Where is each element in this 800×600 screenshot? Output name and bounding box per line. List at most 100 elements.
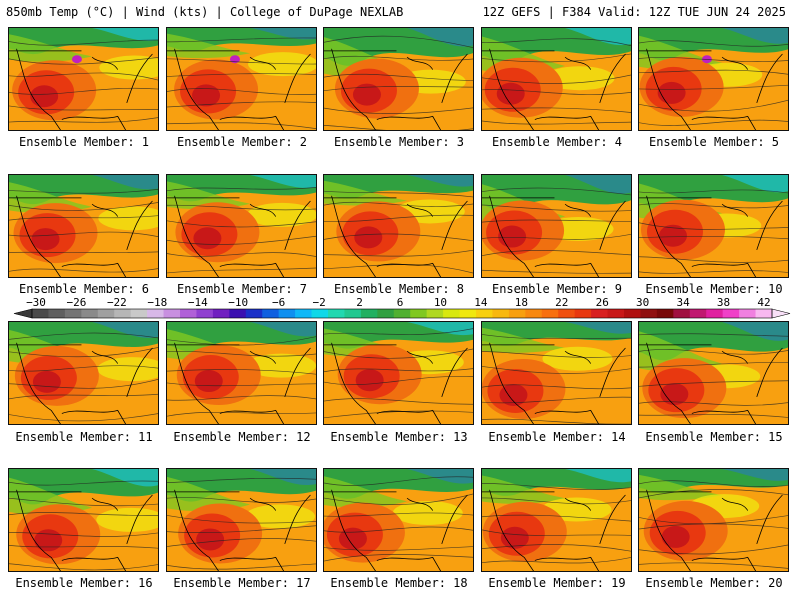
ensemble-panel-14 [481,321,632,425]
panel-label: Ensemble Member: 16 [15,576,153,590]
ensemble-panel-20 [638,468,789,572]
ensemble-panel-6 [8,174,159,278]
color-scale-segment [130,309,148,318]
color-scale-segment [591,309,609,318]
color-scale-bar [13,308,791,319]
color-scale-tick-label: 22 [555,296,569,309]
panel-label: Ensemble Member: 7 [176,282,308,296]
ensemble-panel-9 [481,174,632,278]
ensemble-panel-10 [638,174,789,278]
color-scale-tick-label: 38 [716,296,731,309]
color-scale-segment [492,309,510,318]
color-scale-segment [245,309,263,318]
panel-label: Ensemble Member: 3 [333,135,465,149]
panel-label: Ensemble Member: 15 [645,430,783,444]
color-scale-segment [426,309,444,318]
color-scale-tick-label: 6 [396,296,404,309]
panel-label: Ensemble Member: 12 [173,430,311,444]
color-scale-segment [212,309,230,318]
color-scale-tick-label: 18 [514,296,528,309]
color-scale-segment [97,309,115,318]
temperature-map [324,28,473,130]
ensemble-panel-11 [8,321,159,425]
color-scale-segment [262,309,280,318]
temperature-map [639,322,788,424]
temperature-map [9,28,158,130]
color-scale-tick-label: −26 [66,296,87,309]
panel-label: Ensemble Member: 18 [330,576,468,590]
color-scale-segment [722,309,740,318]
panel-label: Ensemble Member: 14 [488,430,626,444]
color-scale-segment [574,309,592,318]
temperature-map [9,175,158,277]
temperature-map [482,469,631,571]
ensemble-panel-15 [638,321,789,425]
color-scale-segment [508,309,526,318]
color-scale-tick-label: −6 [272,296,286,309]
color-scale-segment [180,309,197,318]
color-scale-min-arrow [13,308,33,319]
color-scale-segment [706,309,724,318]
color-scale-segment [163,309,181,318]
panel-label: Ensemble Member: 10 [645,282,783,296]
temperature-map [9,469,158,571]
color-scale-segment [278,309,296,318]
temperature-map [482,322,631,424]
color-scale-segment [476,309,493,318]
panel-label: Ensemble Member: 8 [333,282,465,296]
color-scale-segment [344,309,362,318]
ensemble-panel-16 [8,468,159,572]
panel-label: Ensemble Member: 20 [645,576,783,590]
color-scale-tick-label: −18 [147,296,168,309]
panel-label: Ensemble Member: 11 [15,430,153,444]
panel-label: Ensemble Member: 19 [488,576,626,590]
ensemble-panel-8 [323,174,474,278]
panel-label: Ensemble Member: 1 [18,135,150,149]
color-scale-segment [558,309,576,318]
temperature-map [482,175,631,277]
color-scale-max-arrow [771,308,791,319]
ensemble-panel-3 [323,27,474,131]
temperature-map [9,322,158,424]
ensemble-panel-19 [481,468,632,572]
temperature-map [639,469,788,571]
color-scale-tick-label: −10 [228,296,249,309]
color-scale-tick-label: 10 [433,296,448,309]
temperature-map [167,175,316,277]
ensemble-panel-7 [166,174,317,278]
color-scale-segment [147,309,165,318]
color-scale-segment [673,309,691,318]
color-scale-segment [640,309,658,318]
color-scale-segment [328,309,345,318]
color-scale-segment [607,309,625,318]
color-scale-tick-label: 26 [595,296,609,309]
color-scale-segment [525,309,543,318]
color-scale-segment [377,309,395,318]
color-scale-segment [295,309,313,318]
temperature-map [639,175,788,277]
color-scale-tick-label: 42 [757,296,771,309]
ensemble-panel-2 [166,27,317,131]
panel-label: Ensemble Member: 17 [173,576,311,590]
panel-label: Ensemble Member: 9 [491,282,623,296]
temperature-map [639,28,788,130]
color-scale-segment [393,309,411,318]
color-scale-segment [64,309,82,318]
color-scale-tick-label: −2 [312,296,326,309]
color-scale-outline [31,308,773,319]
color-scale-segment [739,309,757,318]
ensemble-panel-12 [166,321,317,425]
temperature-map [324,322,473,424]
panel-label: Ensemble Member: 5 [648,135,780,149]
ensemble-panel-17 [166,468,317,572]
temperature-map [482,28,631,130]
color-scale-segment [410,309,428,318]
panel-label: Ensemble Member: 4 [491,135,623,149]
color-scale-segment [81,309,99,318]
color-scale-segment [311,309,329,318]
color-scale-segment [443,309,461,318]
ensemble-panel-18 [323,468,474,572]
color-scale-segment [656,309,674,318]
color-scale-segment [114,309,132,318]
color-scale-tick-label: −14 [187,296,208,309]
